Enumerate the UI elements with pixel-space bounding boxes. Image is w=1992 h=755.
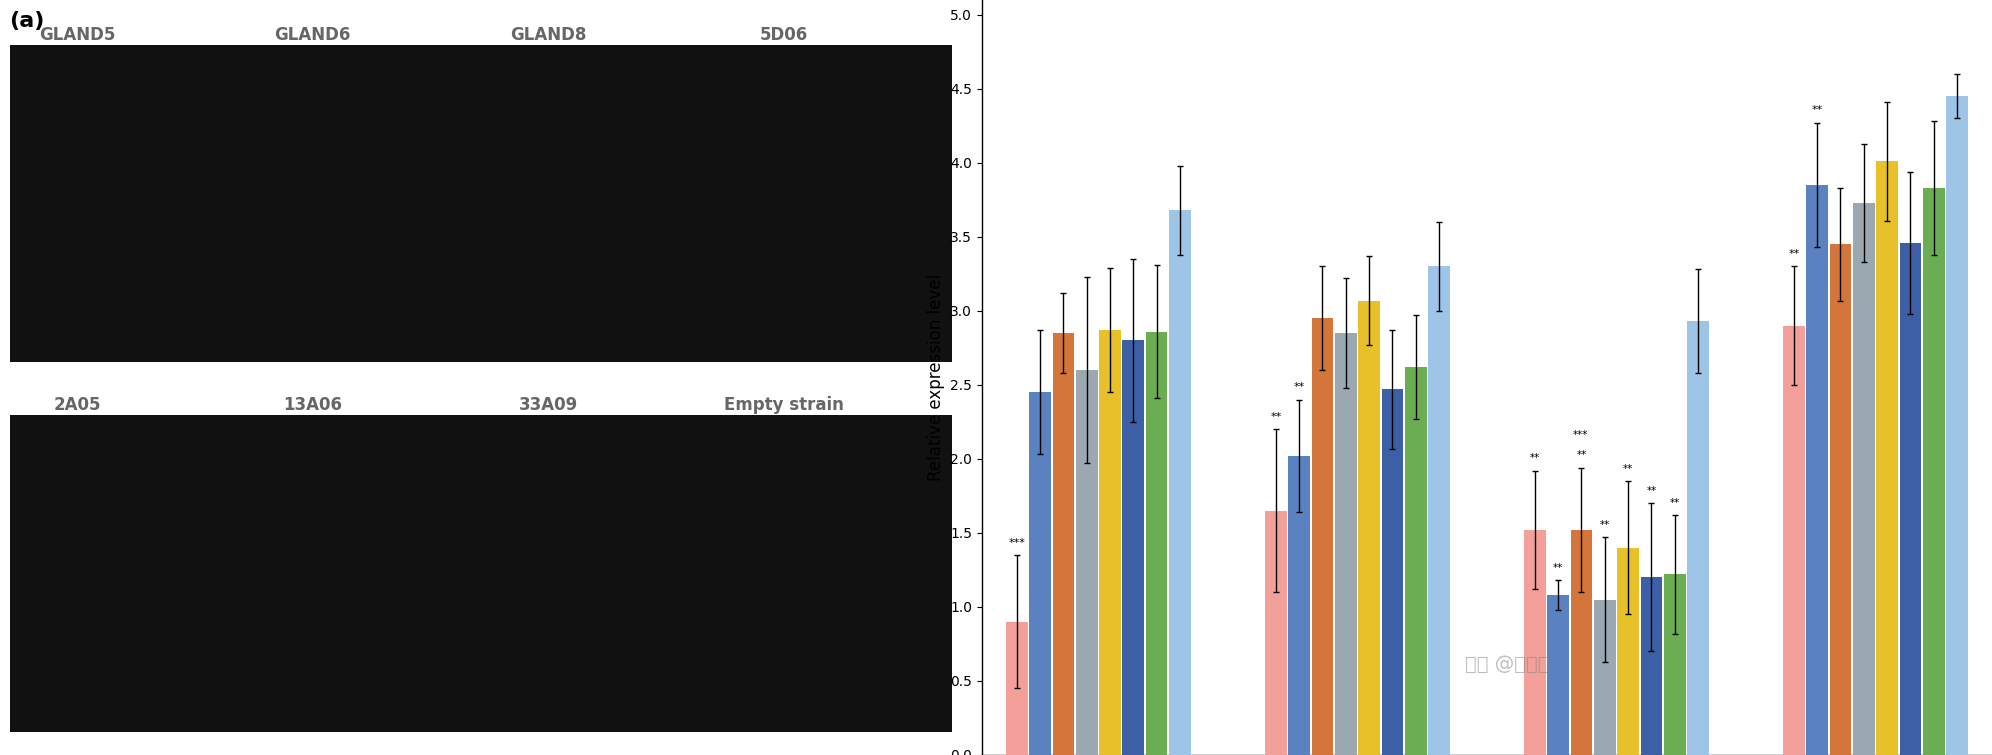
Bar: [1594, 599, 1616, 755]
Bar: [1006, 622, 1028, 755]
Bar: [1359, 300, 1380, 755]
Bar: [1829, 245, 1851, 755]
Text: GLAND6: GLAND6: [275, 26, 351, 45]
Text: **: **: [1645, 486, 1657, 496]
Bar: [1618, 547, 1639, 755]
Text: **: **: [1530, 453, 1540, 464]
Text: GLAND8: GLAND8: [510, 26, 586, 45]
Bar: [1807, 185, 1829, 755]
Bar: [10, 45, 952, 362]
Bar: [1289, 456, 1311, 755]
Bar: [1922, 188, 1944, 755]
Text: 13A06: 13A06: [283, 396, 343, 414]
Bar: [1548, 595, 1570, 755]
Bar: [1404, 367, 1426, 755]
Text: **: **: [1554, 563, 1564, 573]
Bar: [1335, 333, 1357, 755]
Bar: [1382, 390, 1402, 755]
Bar: [1687, 321, 1709, 755]
Bar: [1853, 203, 1874, 755]
Bar: [1030, 393, 1052, 755]
Text: **: **: [1623, 464, 1633, 473]
Bar: [1946, 96, 1968, 755]
Text: **: **: [1669, 498, 1679, 508]
Y-axis label: Relative expression level: Relative expression level: [926, 274, 944, 481]
Bar: [1641, 578, 1661, 755]
Bar: [1663, 575, 1685, 755]
Bar: [1876, 162, 1898, 755]
Bar: [1570, 530, 1592, 755]
Text: 5D06: 5D06: [761, 26, 809, 45]
Text: (a): (a): [10, 11, 46, 31]
Text: **: **: [1271, 412, 1281, 422]
Text: **: **: [1811, 106, 1823, 116]
Bar: [1100, 330, 1121, 755]
Text: 33A09: 33A09: [518, 396, 578, 414]
Bar: [1076, 370, 1098, 755]
Bar: [1783, 325, 1805, 755]
Text: 2A05: 2A05: [54, 396, 102, 414]
Bar: [10, 415, 952, 732]
Bar: [1900, 243, 1920, 755]
Bar: [1169, 210, 1191, 755]
Text: 知乎 @百香果: 知乎 @百香果: [1464, 655, 1550, 674]
Text: **: **: [1789, 249, 1799, 259]
Bar: [1145, 331, 1167, 755]
Text: **: **: [1600, 520, 1610, 530]
Text: GLAND5: GLAND5: [38, 26, 116, 45]
Bar: [1524, 530, 1546, 755]
Text: **: **: [1576, 451, 1586, 461]
Text: ***: ***: [1008, 538, 1026, 547]
Bar: [1428, 267, 1450, 755]
Bar: [1123, 341, 1143, 755]
Text: ***: ***: [1572, 430, 1588, 439]
Text: Empty strain: Empty strain: [725, 396, 845, 414]
Bar: [1052, 333, 1074, 755]
Bar: [1265, 510, 1287, 755]
Bar: [1311, 319, 1333, 755]
Text: **: **: [1293, 382, 1305, 393]
